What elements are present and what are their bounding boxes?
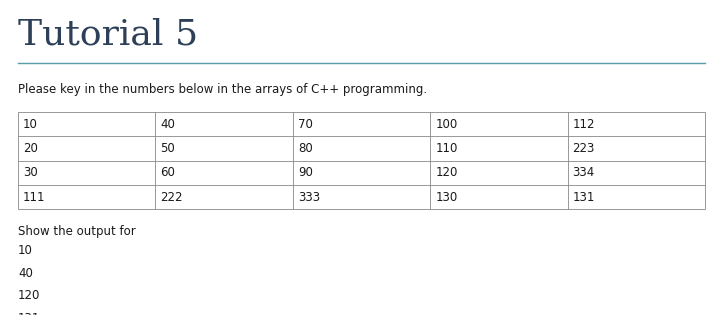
Text: 120: 120 [18, 289, 40, 302]
Text: 130: 130 [435, 191, 458, 204]
Text: 40: 40 [18, 267, 33, 280]
Text: Please key in the numbers below in the arrays of C++ programming.: Please key in the numbers below in the a… [18, 83, 427, 96]
Text: 100: 100 [435, 117, 458, 130]
Text: 111: 111 [23, 191, 46, 204]
Text: 110: 110 [435, 142, 458, 155]
Text: 60: 60 [161, 166, 176, 179]
Text: Tutorial 5: Tutorial 5 [18, 17, 198, 51]
Text: 334: 334 [573, 166, 595, 179]
Text: 30: 30 [23, 166, 38, 179]
Text: 10: 10 [18, 244, 33, 257]
Text: 131: 131 [18, 312, 40, 315]
Text: 333: 333 [298, 191, 320, 204]
Text: 70: 70 [298, 117, 313, 130]
Text: 90: 90 [298, 166, 313, 179]
Bar [18, 112, 705, 209]
Text: 222: 222 [161, 191, 183, 204]
Text: 50: 50 [161, 142, 175, 155]
Text: 120: 120 [435, 166, 458, 179]
Text: 131: 131 [573, 191, 595, 204]
Text: 10: 10 [23, 117, 38, 130]
Text: 40: 40 [161, 117, 176, 130]
Text: 80: 80 [298, 142, 312, 155]
Text: 20: 20 [23, 142, 38, 155]
Text: 223: 223 [573, 142, 595, 155]
Text: 112: 112 [573, 117, 595, 130]
Text: Show the output for: Show the output for [18, 225, 136, 238]
